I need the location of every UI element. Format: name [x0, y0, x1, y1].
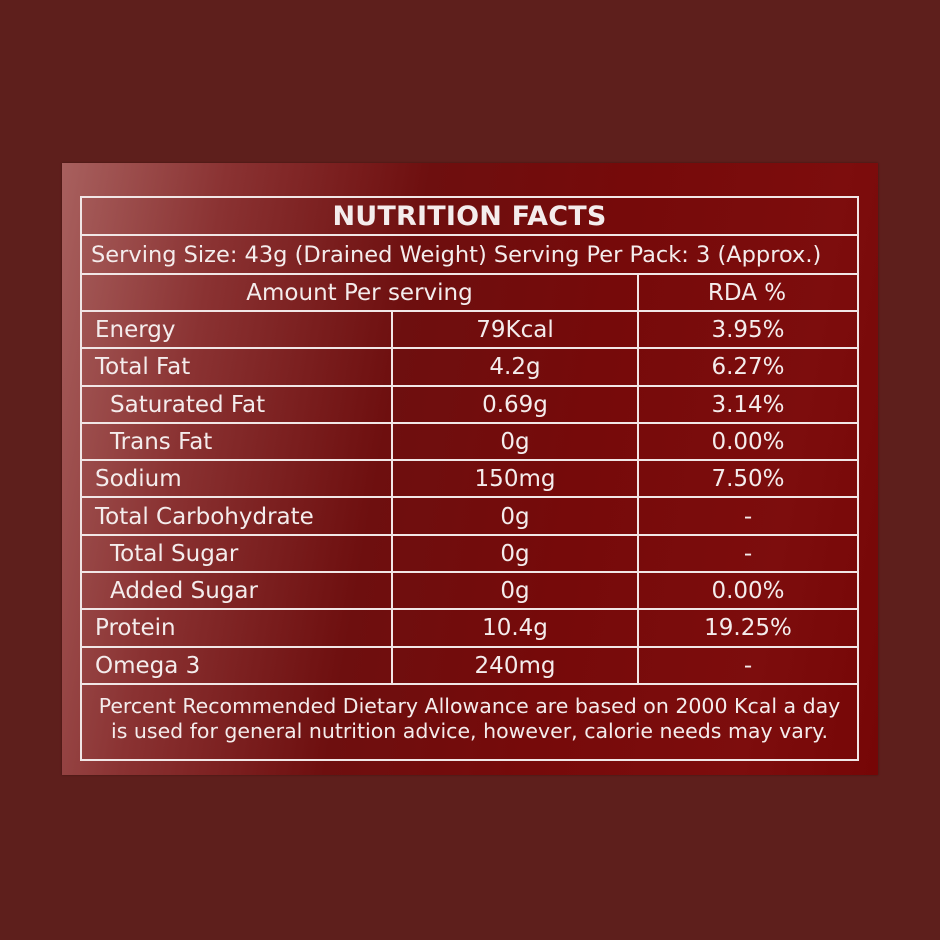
nutrient-amount: 0g — [500, 428, 530, 455]
table-row: Total Fat 4.2g 6.27% — [82, 349, 857, 387]
table-row: Total Carbohydrate 0g - — [82, 499, 857, 536]
table-row: Saturated Fat 0.69g 3.14% — [82, 387, 857, 424]
nutrient-name: Sodium — [95, 466, 182, 493]
nutrient-rda: 3.95% — [711, 317, 785, 343]
header-rda: RDA % — [707, 280, 787, 306]
serving-info: Serving Size: 43g (Drained Weight) Servi… — [82, 236, 857, 275]
nutrient-amount: 150mg — [474, 466, 556, 493]
nutrition-facts-table: NUTRITION FACTS Serving Size: 43g (Drain… — [80, 196, 859, 761]
table-header-row: Amount Per serving RDA % — [82, 275, 857, 312]
nutrient-rda: 3.14% — [711, 391, 785, 418]
nutrient-rda: 7.50% — [711, 466, 785, 493]
nutrient-name: Protein — [95, 615, 176, 642]
nutrient-rda: - — [743, 652, 753, 679]
table-title: NUTRITION FACTS — [82, 198, 857, 236]
table-row: Total Sugar 0g - — [82, 536, 857, 574]
table-row: Trans Fat 0g 0.00% — [82, 424, 857, 462]
nutrient-name: Saturated Fat — [110, 391, 266, 418]
nutrient-amount: 10.4g — [482, 615, 548, 642]
nutrient-amount: 0g — [500, 578, 530, 605]
nutrient-rda: - — [743, 540, 753, 567]
nutrient-name: Omega 3 — [95, 652, 201, 679]
nutrient-amount: 0.69g — [482, 391, 548, 418]
nutrient-name: Total Carbohydrate — [95, 503, 314, 530]
footnote-line-2: is used for general nutrition advice, ho… — [111, 719, 828, 743]
nutrient-rda: 0.00% — [711, 428, 785, 455]
nutrient-amount: 0g — [500, 540, 530, 567]
nutrient-amount: 79Kcal — [476, 317, 554, 343]
nutrient-amount: 0g — [500, 503, 530, 530]
nutrition-label-panel: NUTRITION FACTS Serving Size: 43g (Drain… — [62, 163, 878, 775]
nutrient-name: Total Sugar — [110, 540, 239, 567]
column-divider-amount — [391, 312, 393, 685]
nutrient-rda: 6.27% — [711, 354, 785, 381]
nutrient-name: Added Sugar — [110, 578, 258, 605]
nutrient-name: Energy — [95, 317, 176, 343]
nutrient-amount: 240mg — [474, 652, 556, 679]
nutrient-name: Trans Fat — [110, 428, 213, 455]
nutrient-name: Total Fat — [95, 354, 191, 381]
footnote-line-1: Percent Recommended Dietary Allowance ar… — [98, 694, 841, 718]
table-row: Omega 3 240mg - — [82, 648, 857, 685]
column-divider-rda — [637, 275, 639, 685]
table-row: Protein 10.4g 19.25% — [82, 610, 857, 648]
table-row: Energy 79Kcal 3.95% — [82, 312, 857, 350]
table-row: Added Sugar 0g 0.00% — [82, 573, 857, 611]
nutrient-rda: 0.00% — [711, 578, 785, 605]
header-amount-per-serving: Amount Per serving — [246, 280, 473, 306]
nutrient-rda: - — [743, 503, 753, 530]
footnote: Percent Recommended Dietary Allowance ar… — [82, 685, 857, 759]
table-row: Sodium 150mg 7.50% — [82, 461, 857, 499]
nutrient-rda: 19.25% — [704, 615, 792, 642]
nutrient-amount: 4.2g — [489, 354, 541, 381]
